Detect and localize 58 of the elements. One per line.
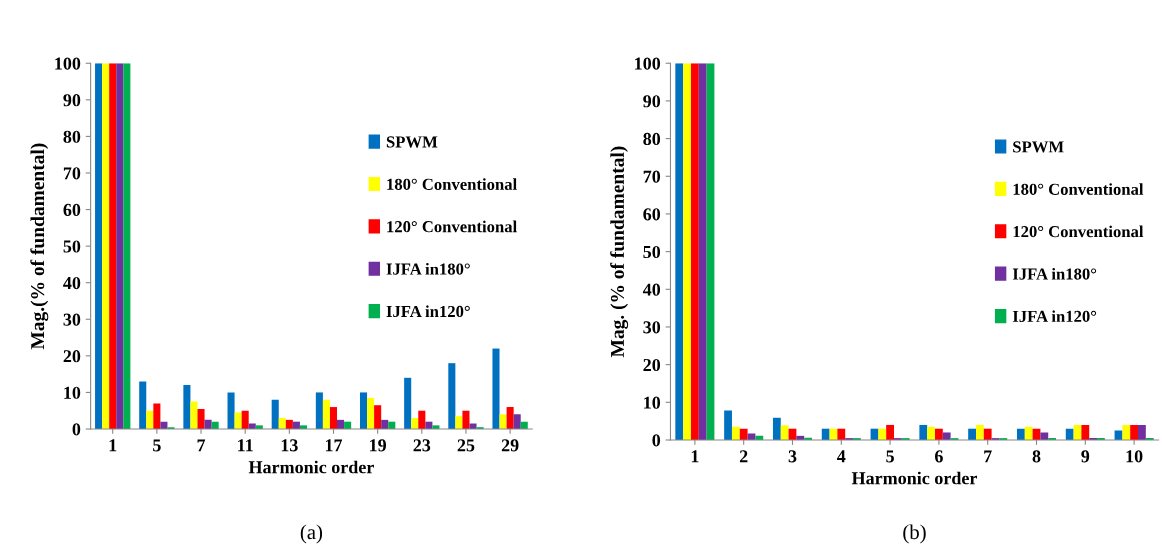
y-tick-label: 30 (63, 313, 81, 326)
x-tick-label: 4 (837, 450, 846, 463)
legend-label: 180° Conventional (1013, 183, 1144, 195)
legend-label: 120° Conventional (387, 220, 517, 233)
x-tick-label: 6 (935, 450, 943, 463)
x-tick-label: 2 (739, 450, 748, 463)
x-tick-label: 7 (984, 450, 992, 463)
x-tick-label: 8 (1032, 450, 1041, 463)
x-tick-label: 29 (501, 439, 519, 452)
x-tick-label: 13 (281, 439, 298, 452)
y-tick-label: 90 (643, 95, 661, 108)
legend-label: 120° Conventional (1013, 225, 1144, 238)
x-tick-label: 19 (370, 439, 387, 452)
y-tick-label: 80 (643, 132, 661, 146)
x-axis-title: Harmonic order (851, 471, 978, 485)
x-tick-label: 7 (197, 439, 206, 452)
y-tick-label: 20 (643, 358, 661, 372)
y-tick-label: 70 (643, 170, 661, 183)
x-tick-label: 5 (153, 439, 161, 452)
y-tick-label: 30 (643, 321, 661, 334)
y-tick-label: 20 (63, 350, 81, 363)
y-tick-label: 0 (72, 423, 81, 436)
y-tick-label: 80 (63, 130, 81, 143)
y-axis-title: Mag.(% of fundamental) (30, 143, 49, 350)
x-tick-label: 11 (238, 439, 253, 452)
y-tick-label: 10 (64, 386, 81, 399)
y-tick-label: 100 (55, 57, 81, 70)
legend-label: 180° Conventional (387, 178, 517, 190)
y-axis-title: Mag. (% of fundamental) (610, 146, 629, 358)
text: (a) (300, 524, 323, 544)
y-tick-label: 10 (644, 396, 661, 409)
y-tick-label: 70 (63, 167, 81, 180)
x-tick-label: 1 (109, 439, 117, 452)
x-tick-label: 5 (886, 450, 894, 463)
y-tick-label: 90 (63, 94, 81, 107)
legend-label: IJFA in180° (386, 262, 470, 275)
x-tick-label: 17 (325, 439, 343, 452)
legend-label: IJFA in120° (1012, 310, 1097, 323)
legend-label: SPWM (1013, 141, 1064, 153)
x-tick-label: 25 (457, 439, 475, 452)
y-tick-label: 0 (652, 434, 661, 447)
y-tick-label: 50 (63, 240, 81, 253)
text: (b) (903, 524, 926, 544)
x-tick-label: 3 (788, 450, 797, 463)
legend-label: IJFA in180° (1012, 267, 1097, 280)
legend-label: SPWM (386, 136, 438, 148)
y-tick-label: 40 (63, 276, 81, 290)
x-tick-label: 10 (1126, 450, 1143, 463)
y-tick-label: 100 (635, 57, 661, 70)
x-tick-label: 23 (413, 439, 431, 452)
y-tick-label: 50 (643, 245, 661, 259)
y-tick-label: 40 (642, 283, 661, 296)
y-tick-label: 60 (63, 203, 81, 216)
legend-label: IJFA in120° (386, 305, 470, 318)
x-tick-label: 9 (1081, 450, 1090, 463)
x-axis-title: Harmonic order (248, 460, 374, 474)
y-tick-label: 60 (643, 208, 661, 221)
x-tick-label: 1 (691, 450, 699, 463)
